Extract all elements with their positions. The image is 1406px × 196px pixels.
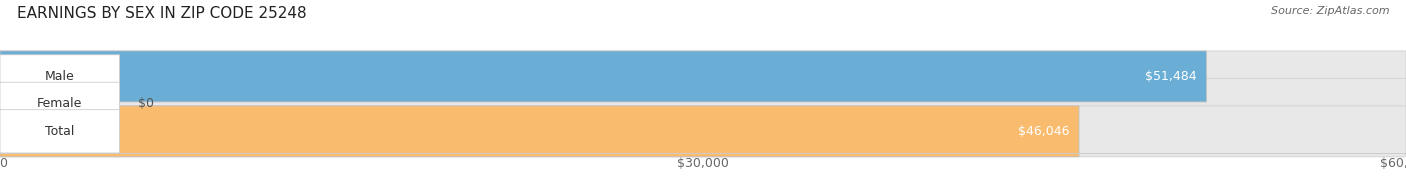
Text: $51,484: $51,484 [1146, 70, 1197, 83]
Text: $0: $0 [138, 97, 155, 110]
FancyBboxPatch shape [0, 51, 1406, 102]
FancyBboxPatch shape [0, 55, 120, 98]
FancyBboxPatch shape [0, 110, 120, 153]
Text: EARNINGS BY SEX IN ZIP CODE 25248: EARNINGS BY SEX IN ZIP CODE 25248 [17, 6, 307, 21]
FancyBboxPatch shape [0, 78, 1406, 129]
FancyBboxPatch shape [0, 82, 120, 126]
FancyBboxPatch shape [0, 51, 1206, 102]
FancyBboxPatch shape [0, 106, 1078, 157]
FancyBboxPatch shape [0, 106, 1406, 157]
Text: Male: Male [45, 70, 75, 83]
Text: Source: ZipAtlas.com: Source: ZipAtlas.com [1271, 6, 1389, 16]
Text: Female: Female [37, 97, 83, 110]
Text: Total: Total [45, 125, 75, 138]
Text: $46,046: $46,046 [1018, 125, 1070, 138]
